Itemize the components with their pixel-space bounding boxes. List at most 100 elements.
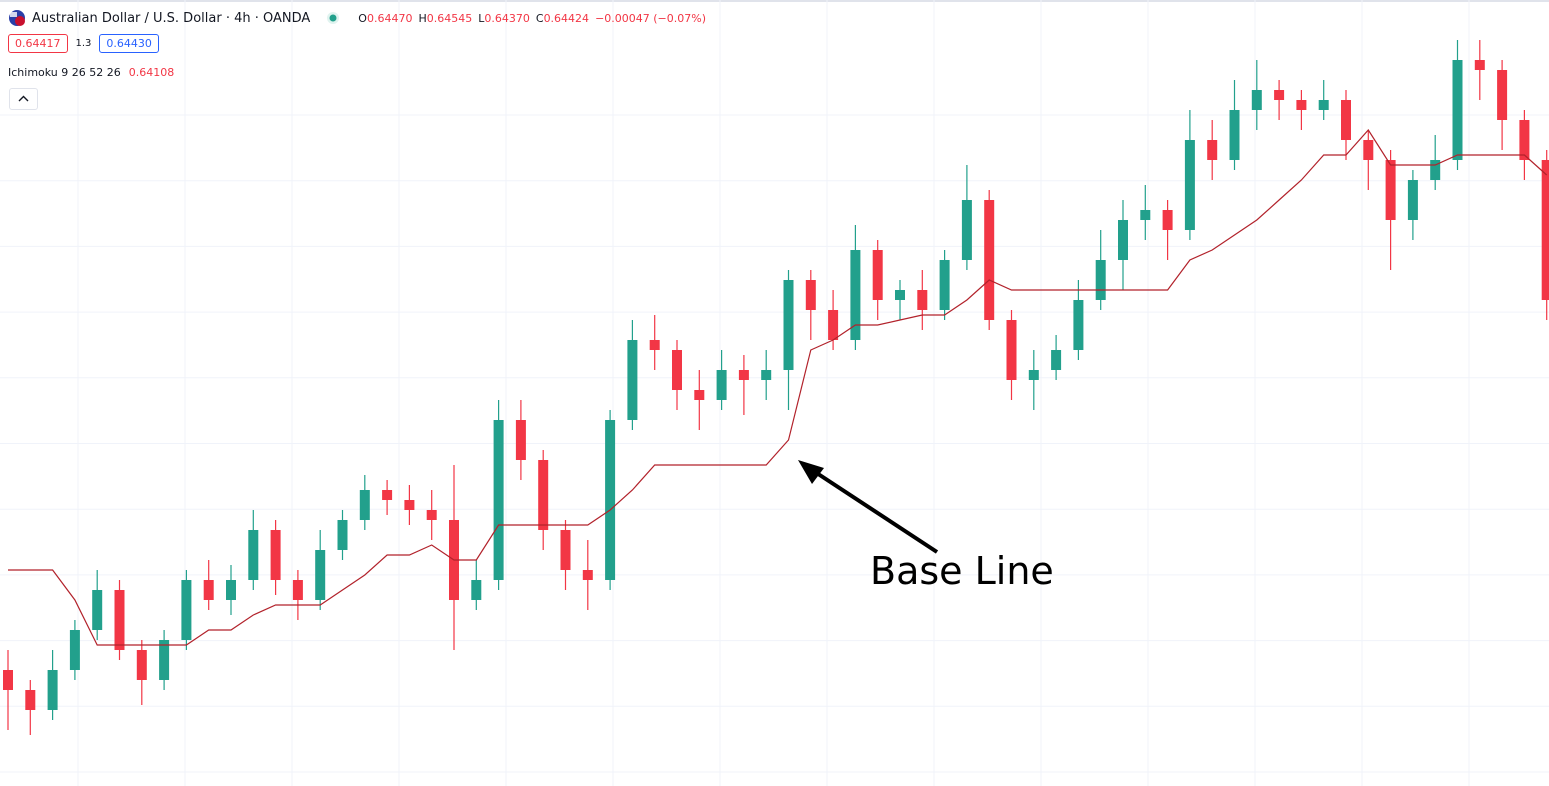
candle-body [1095, 260, 1106, 300]
candle-body [92, 590, 103, 630]
candle-body [1073, 300, 1084, 350]
indicator-name: Ichimoku 9 26 52 26 [8, 66, 121, 79]
ohlc-value: 0.64545 [426, 11, 473, 25]
candle-body [203, 580, 214, 600]
candle-body [1341, 100, 1351, 140]
flag-icon [9, 10, 25, 26]
candle-body [1251, 90, 1262, 110]
ohlc-label: O [358, 11, 367, 25]
chevron-icon [18, 95, 29, 102]
candle-body [359, 490, 370, 520]
candle-body [1184, 140, 1195, 230]
ohlc-label: H [418, 11, 427, 25]
candle-body [270, 530, 281, 580]
ohlc-legend: O0.64470 H0.64545 L0.64370 C0.64424 [352, 11, 589, 26]
candle-body [850, 250, 861, 340]
candle-body [1407, 180, 1418, 220]
candle-body [136, 650, 147, 680]
candle-body [1006, 320, 1017, 380]
candle-body [917, 290, 928, 310]
candle-body [1296, 100, 1307, 110]
candle-body [627, 340, 638, 420]
candle-body [404, 500, 415, 510]
candle-body [694, 390, 705, 400]
candle-body [1162, 210, 1173, 230]
candle-body [716, 370, 727, 400]
candle-body [872, 250, 883, 300]
candle-body [582, 570, 593, 580]
candle-body [939, 260, 950, 310]
spread: 1.3 [75, 38, 92, 49]
candle-body [1140, 210, 1151, 220]
candle-body [1541, 160, 1549, 300]
candle-body [1028, 370, 1039, 380]
candle-body [605, 420, 616, 580]
sell-price[interactable]: 0.64417 [8, 34, 68, 53]
collapse-button[interactable] [9, 88, 38, 110]
candle-body [761, 370, 772, 380]
candle-body [226, 580, 236, 600]
candle-body [1474, 60, 1485, 70]
candle-body [1430, 160, 1441, 180]
candle-body [984, 200, 995, 320]
candle-body [1519, 120, 1530, 160]
candle-body [1497, 70, 1508, 120]
candle-body [3, 670, 13, 690]
price-row: 0.64417 1.3 0.64430 [8, 34, 167, 53]
candle-body [382, 490, 393, 500]
top-border [0, 0, 1549, 2]
candle-body [337, 520, 348, 550]
candle-body [426, 510, 437, 520]
change: −0.00047 (−0.07%) [595, 11, 707, 25]
candle-body [159, 640, 170, 680]
symbol: Australian Dollar / U.S. Dollar · 4h · O… [32, 10, 311, 26]
candle-body [783, 280, 794, 370]
candle-body [114, 590, 125, 650]
candle-body [1318, 100, 1329, 110]
ohlc-label: C [535, 11, 544, 25]
candle-body [292, 580, 303, 600]
candle-body [1274, 90, 1285, 100]
candle-body [828, 310, 839, 340]
candle-body [1385, 160, 1396, 220]
candle-body [69, 630, 80, 670]
candle-body [1207, 140, 1218, 160]
candle-body [805, 280, 816, 310]
candle-body [493, 420, 504, 580]
annotation-arrow [804, 464, 939, 554]
candle-body [1229, 110, 1240, 160]
candle-body [1118, 220, 1128, 260]
candle-body [738, 370, 749, 380]
candle-body [1363, 140, 1374, 160]
status-dot [327, 12, 340, 24]
candle-body [538, 460, 549, 530]
ohlc-value: 0.64424 [543, 11, 590, 25]
symbol-row: Australian Dollar / U.S. Dollar · 4h · O… [8, 9, 706, 27]
candle-body [471, 580, 482, 600]
candle-body [1452, 60, 1463, 160]
annotation-arrowhead [798, 460, 824, 484]
candle-body [248, 530, 259, 580]
candle-body [315, 550, 326, 600]
candle-body [181, 580, 192, 640]
candle-body [560, 530, 571, 570]
ohlc-value: 0.64370 [484, 11, 530, 25]
ohlc-label: L [478, 11, 485, 25]
candle-body [961, 200, 972, 260]
annotation: Base Line [870, 549, 1054, 593]
indicator-row: Ichimoku 9 26 52 26 0.64108 [8, 66, 174, 79]
candle-body [1051, 350, 1062, 370]
candle-body [672, 350, 682, 390]
candle-body [47, 670, 58, 710]
candle-body [25, 690, 36, 710]
candle-body [895, 290, 905, 300]
candle-body [515, 420, 526, 460]
buy-price[interactable]: 0.64430 [99, 34, 159, 53]
candle-body [649, 340, 660, 350]
base-line [8, 129, 1548, 646]
marks [3, 40, 1549, 735]
indicator-value: 0.64108 [128, 66, 175, 79]
